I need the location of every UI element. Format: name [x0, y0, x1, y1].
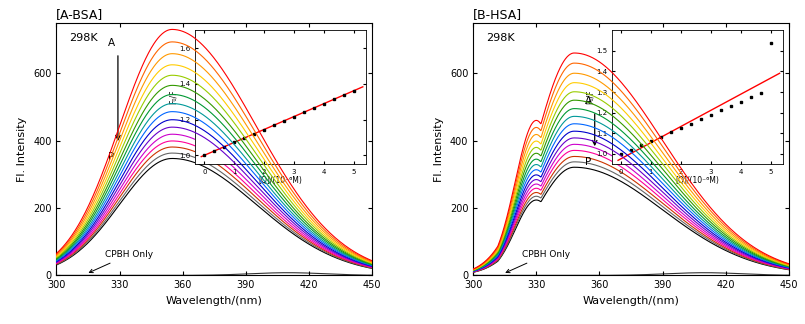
Y-axis label: Fl. Intensity: Fl. Intensity [434, 116, 444, 182]
X-axis label: Wavelength/(nm): Wavelength/(nm) [583, 296, 679, 306]
Text: [B-HSA]: [B-HSA] [473, 8, 522, 21]
Text: A: A [585, 96, 592, 106]
Text: CPBH Only: CPBH Only [89, 250, 153, 272]
Text: A: A [108, 38, 115, 48]
Text: P: P [585, 156, 592, 167]
X-axis label: Wavelength/(nm): Wavelength/(nm) [166, 296, 262, 306]
Text: 298K: 298K [69, 33, 97, 43]
Y-axis label: Fl. Intensity: Fl. Intensity [18, 116, 27, 182]
Text: [A-BSA]: [A-BSA] [56, 8, 104, 21]
Text: CPBH Only: CPBH Only [506, 250, 570, 272]
Text: P: P [109, 152, 115, 162]
Text: 298K: 298K [485, 33, 514, 43]
